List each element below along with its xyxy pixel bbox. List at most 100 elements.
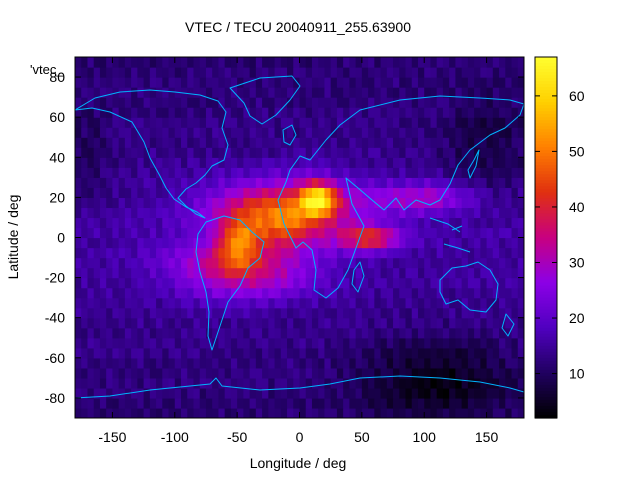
heatmap-cell xyxy=(368,77,375,88)
heatmap-cell xyxy=(349,67,357,78)
heatmap-cell xyxy=(386,187,394,198)
heatmap-cell xyxy=(237,237,244,249)
colorbar-swatch xyxy=(535,177,557,181)
heatmap-cell xyxy=(336,377,344,389)
heatmap-cell xyxy=(87,217,95,229)
heatmap-cell xyxy=(430,347,438,359)
heatmap-cell xyxy=(249,347,257,359)
heatmap-cell xyxy=(268,317,276,329)
heatmap-cell xyxy=(324,237,332,249)
heatmap-cell xyxy=(230,157,238,168)
heatmap-cell xyxy=(168,217,176,229)
heatmap-cell xyxy=(355,67,363,78)
heatmap-cell xyxy=(287,177,294,188)
heatmap-cell xyxy=(112,327,120,339)
heatmap-cell xyxy=(181,147,188,158)
heatmap-cell xyxy=(505,217,513,229)
heatmap-cell xyxy=(361,127,369,138)
heatmap-cell xyxy=(417,347,425,359)
heatmap-cell xyxy=(143,327,151,339)
heatmap-cell xyxy=(474,207,481,219)
heatmap-cell xyxy=(330,277,338,289)
heatmap-cell xyxy=(149,307,157,319)
heatmap-cell xyxy=(212,67,220,78)
heatmap-cell xyxy=(156,217,163,229)
heatmap-cell xyxy=(442,217,450,229)
heatmap-cell xyxy=(174,397,182,409)
heatmap-cell xyxy=(131,237,138,249)
heatmap-cell xyxy=(118,327,126,339)
heatmap-cell xyxy=(181,87,188,98)
heatmap-cell xyxy=(274,57,282,68)
colorbar-swatch xyxy=(535,318,557,323)
heatmap-cell xyxy=(99,197,107,209)
heatmap-cell xyxy=(137,307,145,319)
colorbar-swatch xyxy=(535,300,557,305)
colorbar-swatch xyxy=(535,267,557,272)
heatmap-cell xyxy=(305,267,313,279)
heatmap-cell xyxy=(212,317,220,329)
heatmap-cell xyxy=(156,277,163,289)
heatmap-cell xyxy=(199,147,207,158)
heatmap-cell xyxy=(131,347,138,359)
heatmap-cell xyxy=(430,367,438,379)
heatmap-cell xyxy=(411,77,419,88)
heatmap-cell xyxy=(199,367,207,379)
colorbar-swatch xyxy=(535,327,557,332)
heatmap-cell xyxy=(455,167,463,178)
heatmap-cell xyxy=(299,77,307,88)
heatmap-cell xyxy=(474,117,481,128)
heatmap-cell xyxy=(137,177,145,188)
heatmap-cell xyxy=(193,137,201,148)
heatmap-cell xyxy=(143,277,151,289)
heatmap-cell xyxy=(143,347,151,359)
heatmap-cell xyxy=(249,377,257,389)
heatmap-cell xyxy=(174,137,182,148)
heatmap-cell xyxy=(280,367,288,379)
heatmap-cell xyxy=(237,217,244,229)
heatmap-cell xyxy=(287,157,294,168)
heatmap-cell xyxy=(249,367,257,379)
heatmap-cell xyxy=(280,77,288,88)
heatmap-cell xyxy=(355,107,363,118)
heatmap-cell xyxy=(492,287,500,299)
heatmap-cell xyxy=(480,277,488,289)
heatmap-cell xyxy=(212,197,220,209)
heatmap-cell xyxy=(467,177,475,188)
heatmap-cell xyxy=(131,97,138,108)
colorbar-swatch xyxy=(535,174,557,178)
colorbar-swatch xyxy=(535,375,557,380)
heatmap-cell xyxy=(137,187,145,198)
heatmap-cell xyxy=(75,367,82,379)
heatmap-cell xyxy=(212,97,220,108)
heatmap-cell xyxy=(75,127,82,138)
heatmap-cell xyxy=(405,207,413,219)
heatmap-cell xyxy=(343,197,350,209)
heatmap-cell xyxy=(87,277,95,289)
heatmap-cell xyxy=(492,107,500,118)
heatmap-cell xyxy=(112,127,120,138)
heatmap-cell xyxy=(205,97,213,108)
heatmap-cell xyxy=(87,187,95,198)
heatmap-cell xyxy=(124,157,132,168)
heatmap-cell xyxy=(131,317,138,329)
heatmap-cell xyxy=(262,87,269,98)
heatmap-cell xyxy=(181,187,188,198)
heatmap-cell xyxy=(75,117,82,128)
heatmap-cell xyxy=(305,97,313,108)
heatmap-cell xyxy=(336,137,344,148)
heatmap-cell xyxy=(249,317,257,329)
heatmap-cell xyxy=(218,157,226,168)
heatmap-cell xyxy=(137,167,145,178)
heatmap-cell xyxy=(355,297,363,309)
heatmap-cell xyxy=(280,407,288,418)
heatmap-cell xyxy=(137,377,145,389)
heatmap-cell xyxy=(143,237,151,249)
colorbar-swatch xyxy=(535,57,557,61)
heatmap-cell xyxy=(399,117,407,128)
heatmap-cell xyxy=(299,347,307,359)
heatmap-cell xyxy=(131,257,138,269)
heatmap-cell xyxy=(411,217,419,229)
heatmap-cell xyxy=(131,377,138,389)
heatmap-cell xyxy=(87,237,95,249)
